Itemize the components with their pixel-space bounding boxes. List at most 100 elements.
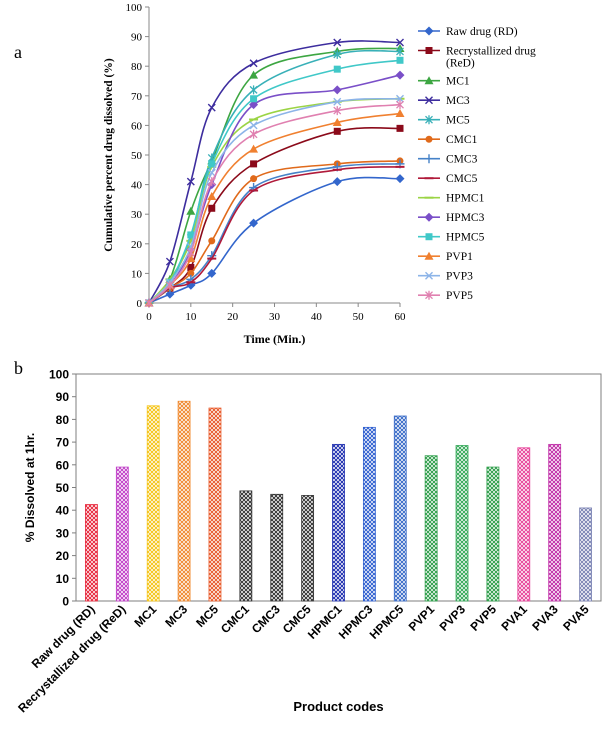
data-point <box>165 289 175 299</box>
x-axis-label: Product codes <box>293 699 383 714</box>
legend-marker <box>424 76 434 85</box>
legend-item: CMC3 <box>418 154 478 166</box>
bar-pvp5 <box>486 466 500 602</box>
data-point <box>186 254 196 263</box>
legend-marker <box>425 115 433 125</box>
x-axis-label: Time (Min.) <box>244 332 306 346</box>
data-point <box>208 204 216 212</box>
series-line <box>148 40 401 304</box>
legend-item: CMC5 <box>418 173 478 185</box>
data-point <box>249 218 259 228</box>
data-point <box>396 100 404 110</box>
data-point <box>249 85 258 95</box>
legend-marker <box>424 212 434 222</box>
bar-group <box>85 400 592 602</box>
panel-label-a: a <box>14 42 22 62</box>
bar-cmc3 <box>270 493 284 602</box>
x-tick-label: 0 <box>146 311 152 323</box>
legend-item: PVP3 <box>418 271 473 283</box>
legend-item: Recrystallized drug(ReD) <box>418 46 536 70</box>
data-point <box>333 97 342 106</box>
data-point <box>187 263 195 271</box>
data-point <box>165 280 174 290</box>
legend-label: HPMC1 <box>446 193 485 205</box>
legend-marker <box>424 154 434 164</box>
legend-marker <box>424 251 434 260</box>
bar-pva5 <box>579 507 592 602</box>
series-hpmc1 <box>144 97 405 304</box>
y-tick-group: 0 10 20 30 40 50 60 70 80 90 100 <box>49 368 76 609</box>
data-point <box>186 206 196 215</box>
legend-marker <box>425 96 433 105</box>
data-point <box>145 298 153 308</box>
legend-item: CMC1 <box>418 134 478 146</box>
legend-item: MC1 <box>418 76 470 88</box>
data-point <box>396 94 404 103</box>
y-tick-label: 0 <box>62 595 69 609</box>
bar-raw-drug-rd- <box>85 504 98 602</box>
data-point <box>207 168 216 177</box>
y-tick-label: 60 <box>56 458 70 472</box>
legend-marker <box>425 135 433 143</box>
bar-hpmc5 <box>393 415 407 602</box>
legend-label: PVP5 <box>446 290 473 302</box>
y-tick-label: 90 <box>56 390 70 404</box>
data-point <box>333 49 342 59</box>
legend: Raw drug (RD) Recrystallized drug(ReD) MC1… <box>418 26 536 302</box>
legend-label: CMC3 <box>446 154 478 166</box>
bar-mc1 <box>146 405 160 602</box>
data-point <box>207 177 216 187</box>
x-tick-label: 10 <box>185 311 197 323</box>
legend-label: HPMC5 <box>446 232 485 244</box>
legend-item: HPMC3 <box>418 212 485 224</box>
series-pvp3 <box>145 94 404 307</box>
legend-marker <box>425 290 433 300</box>
x-tick-label: PVP5 <box>467 602 499 634</box>
data-point <box>208 237 216 245</box>
data-point <box>186 248 195 258</box>
legend-item: MC3 <box>418 95 470 107</box>
y-tick-label: 60 <box>131 120 143 132</box>
x-tick-label: MC3 <box>162 602 190 630</box>
data-point <box>250 175 258 183</box>
data-point <box>207 268 217 278</box>
data-point <box>207 191 217 200</box>
y-tick-label: 90 <box>131 32 143 44</box>
legend-marker <box>424 26 434 36</box>
legend-label: (ReD) <box>446 58 475 70</box>
data-point <box>207 103 216 112</box>
data-point <box>208 160 216 168</box>
legend-marker <box>425 47 433 54</box>
legend-label: PVP1 <box>446 251 473 263</box>
data-point <box>396 38 404 47</box>
data-point <box>396 124 404 132</box>
bar-hpmc1 <box>332 443 345 602</box>
y-tick-label: 50 <box>131 150 143 162</box>
series-pvp5 <box>145 100 404 308</box>
legend-label: MC1 <box>446 76 470 88</box>
data-point <box>396 56 404 64</box>
legend-item: PVP5 <box>418 290 473 302</box>
data-point <box>333 127 341 135</box>
y-tick-label: 0 <box>137 298 143 310</box>
x-tick-label: PVA5 <box>560 602 592 634</box>
data-point <box>249 100 259 110</box>
y-tick-label: 10 <box>131 268 143 280</box>
x-tick-label: PVP1 <box>406 602 438 634</box>
data-point <box>249 70 259 79</box>
legend-label: CMC5 <box>446 173 478 185</box>
line-chart-panel: 0 10 20 30 40 50 60 70 80 90 100 0 10 20 30 40 50 60 Cum… <box>103 2 536 346</box>
legend-label: PVP3 <box>446 271 473 283</box>
x-tick-label: PVA1 <box>498 602 530 634</box>
bar-mc3 <box>177 400 191 602</box>
y-tick-label: 20 <box>131 239 143 251</box>
x-tick-label: CMC3 <box>249 602 283 636</box>
x-tick-label: PVP3 <box>437 602 469 634</box>
bar-cmc5 <box>301 495 315 602</box>
legend-item: HPMC5 <box>418 232 485 244</box>
x-tick-label: 30 <box>269 311 281 323</box>
series-group <box>144 38 405 308</box>
bar-pvp3 <box>455 445 469 602</box>
bar-pvp1 <box>424 455 438 602</box>
y-tick-label: 80 <box>56 413 70 427</box>
